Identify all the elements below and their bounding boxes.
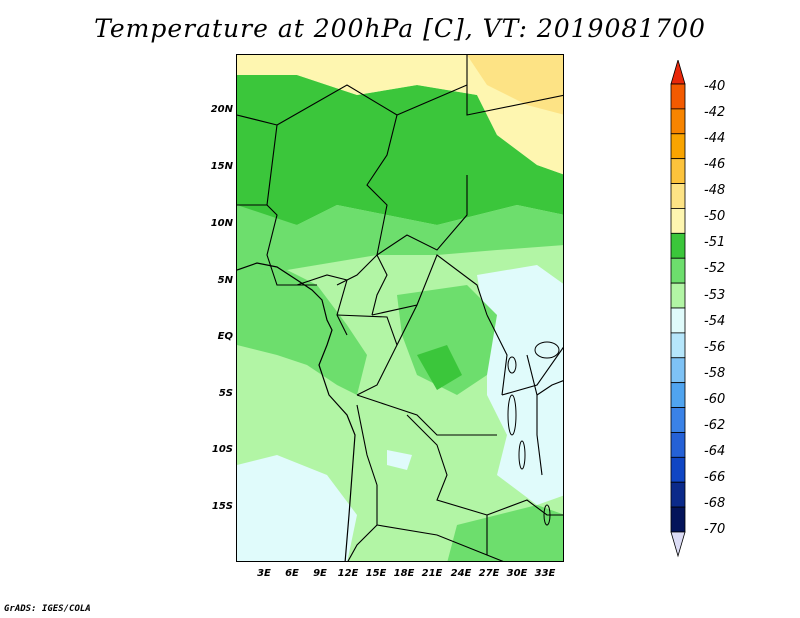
colorbar-swatch	[670, 282, 686, 309]
field-warm-southeast	[447, 505, 563, 561]
lat-label: 15N	[210, 161, 233, 172]
colorbar-label: -44	[704, 131, 726, 146]
colorbar-label: -60	[704, 392, 726, 407]
field-cold-east	[477, 265, 563, 505]
colorbar-swatch	[670, 183, 686, 209]
colorbar-swatch	[670, 133, 686, 160]
lon-label: 27E	[478, 568, 500, 579]
colorbar-swatch	[670, 357, 686, 384]
lon-label: 12E	[337, 568, 359, 579]
lat-label: 15S	[211, 501, 233, 512]
lon-label: 21E	[421, 568, 443, 579]
colorbar-label: -66	[704, 470, 726, 485]
lon-label: 33E	[534, 568, 556, 579]
colorbar-label: -54	[704, 314, 726, 329]
colorbar-label: -64	[704, 444, 726, 459]
colorbar-swatch	[670, 407, 686, 433]
lon-label: 9E	[313, 568, 327, 579]
lat-label: 5N	[217, 275, 233, 286]
colorbar-label: -42	[704, 105, 726, 120]
temperature-map	[237, 55, 563, 561]
field-north-warmest	[467, 55, 563, 115]
colorbar-label: -50	[704, 209, 726, 224]
colorbar-label: -53	[704, 288, 726, 303]
lon-label: 6E	[285, 568, 299, 579]
lon-label: 18E	[393, 568, 415, 579]
field-north-yellow	[237, 55, 563, 175]
lat-label: 10S	[211, 444, 233, 455]
lat-label: 20N	[210, 104, 233, 115]
colorbar-swatch	[670, 232, 686, 259]
lon-label: 24E	[450, 568, 472, 579]
field-cold-patch	[387, 450, 412, 470]
lat-label: 5S	[218, 388, 233, 399]
colorbar-label: -70	[704, 522, 726, 537]
credit-text: GrADS: IGES/COLA	[4, 604, 91, 614]
colorbar-label: -48	[704, 183, 726, 198]
colorbar-label: -62	[704, 418, 726, 433]
country-borders	[237, 55, 563, 561]
coastline	[237, 262, 356, 561]
colorbar-swatch	[670, 257, 686, 284]
colorbar-label: -51	[704, 235, 726, 250]
field-warm-core	[417, 345, 462, 390]
colorbar-label: -56	[704, 340, 726, 355]
colorbar-label: -58	[704, 366, 726, 381]
lat-label: 10N	[210, 218, 233, 229]
colorbar-swatch	[670, 208, 686, 234]
colorbar-label: -40	[704, 79, 726, 94]
colorbar-swatch	[670, 158, 686, 184]
colorbar-swatch	[670, 481, 686, 508]
colorbar	[670, 60, 686, 558]
field-cold-southwest	[237, 455, 357, 561]
colorbar-swatch	[670, 506, 686, 533]
colorbar-swatch	[670, 307, 686, 334]
colorbar-swatch	[670, 83, 686, 110]
field-warm-west	[237, 265, 367, 395]
lon-label: 30E	[506, 568, 528, 579]
lon-label: 3E	[257, 568, 271, 579]
colorbar-swatch	[670, 332, 686, 359]
chart-title: Temperature at 200hPa [C], VT: 201908170…	[94, 14, 706, 43]
field-warm-center	[397, 285, 497, 395]
colorbar-swatch	[670, 456, 686, 483]
colorbar-swatch	[670, 108, 686, 135]
colorbar-swatch	[670, 382, 686, 408]
lat-label: EQ	[217, 331, 233, 342]
colorbar-swatch	[670, 432, 686, 458]
colorbar-swatches	[670, 60, 686, 558]
colorbar-label: -68	[704, 496, 726, 511]
colorbar-label: -52	[704, 261, 726, 276]
lon-label: 15E	[365, 568, 387, 579]
colorbar-swatch	[670, 60, 686, 85]
map-panel	[236, 54, 564, 562]
lakes	[507, 341, 560, 526]
colorbar-label: -46	[704, 157, 726, 172]
colorbar-swatch	[670, 531, 686, 558]
